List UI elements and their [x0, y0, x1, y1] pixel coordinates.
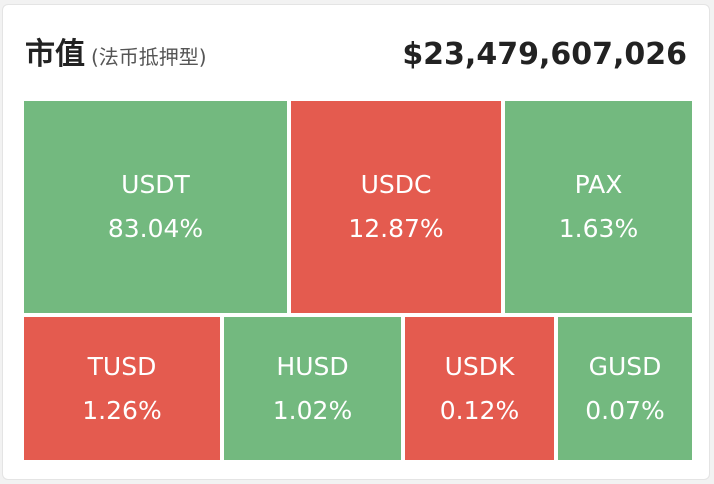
tile-symbol: HUSD: [276, 351, 349, 381]
tile-share: 0.07%: [585, 395, 665, 425]
tile-symbol: GUSD: [588, 351, 662, 381]
tile-husd[interactable]: HUSD 1.02%: [224, 317, 401, 460]
card-title: 市值 (法币抵押型): [25, 35, 207, 77]
card-header: 市值 (法币抵押型) $23,479,607,026: [3, 5, 709, 101]
tile-share: 1.63%: [558, 214, 639, 243]
tile-symbol: TUSD: [87, 351, 157, 381]
tile-share: 1.26%: [82, 395, 162, 425]
tile-pax[interactable]: PAX 1.63%: [505, 101, 692, 313]
tile-usdk[interactable]: USDK 0.12%: [405, 317, 554, 460]
tile-share: 83.04%: [107, 214, 204, 243]
tile-symbol: USDK: [444, 351, 515, 381]
total-market-cap: $23,479,607,026: [402, 37, 687, 72]
tile-share: 1.02%: [272, 395, 353, 425]
title-subtitle: (法币抵押型): [91, 45, 207, 69]
title-text: 市值: [25, 37, 85, 72]
tile-share: 12.87%: [348, 214, 444, 243]
tile-tusd[interactable]: TUSD 1.26%: [24, 317, 220, 460]
tile-symbol: PAX: [574, 170, 623, 199]
tile-symbol: USDT: [121, 170, 190, 199]
tile-usdc[interactable]: USDC 12.87%: [291, 101, 501, 313]
market-cap-card: 市值 (法币抵押型) $23,479,607,026 USDT 83.04% US…: [2, 4, 710, 480]
tile-gusd[interactable]: GUSD 0.07%: [558, 317, 692, 460]
tile-usdt[interactable]: USDT 83.04%: [24, 101, 287, 313]
tile-symbol: USDC: [360, 170, 432, 199]
tile-share: 0.12%: [439, 395, 520, 425]
